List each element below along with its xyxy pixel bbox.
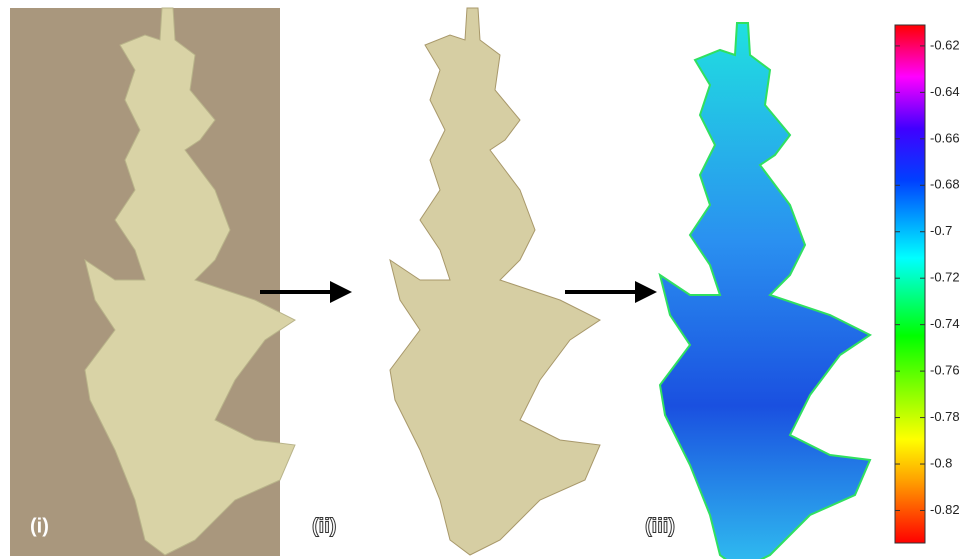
panel-index-map: (iii) bbox=[645, 23, 870, 559]
tick-label: -0.78 bbox=[930, 409, 960, 424]
tick-label: -0.76 bbox=[930, 363, 960, 378]
tick-label: -0.72 bbox=[930, 270, 960, 285]
panel-photo: (i) bbox=[10, 8, 295, 556]
tick-label: -0.7 bbox=[930, 223, 952, 238]
plant bbox=[390, 8, 600, 555]
tick-label: -0.68 bbox=[930, 177, 960, 192]
plant bbox=[660, 23, 870, 559]
panel-label: (ii) bbox=[312, 515, 336, 537]
colorbar-scale bbox=[895, 25, 925, 543]
colorbar: -0.62 -0.64 -0.66 -0.68 -0.7 -0.72 -0.74 -0.76 -… bbox=[895, 25, 960, 543]
tick-label: -0.64 bbox=[930, 84, 960, 99]
arrow bbox=[565, 281, 657, 303]
tick-label: -0.8 bbox=[930, 455, 952, 470]
tick-label: -0.82 bbox=[930, 502, 960, 517]
tick-label: -0.74 bbox=[930, 316, 960, 331]
figure: (i) (ii) (iii) -0.62-0.64-0.66-0.68-0.7-… bbox=[0, 0, 964, 559]
tick-label: -0.66 bbox=[930, 130, 960, 145]
panel-label: (i) bbox=[30, 515, 49, 537]
panel-label: (iii) bbox=[645, 515, 675, 537]
tick-label: -0.62 bbox=[930, 37, 960, 52]
panel-segmented: (ii) bbox=[312, 8, 600, 555]
